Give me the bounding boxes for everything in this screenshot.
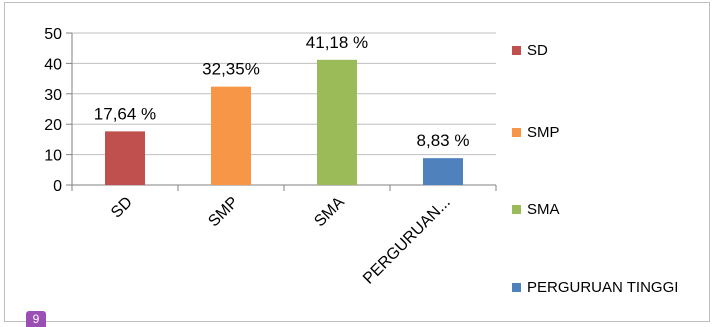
y-tick-label: 10 — [44, 148, 62, 165]
x-tick-label: SMP — [205, 194, 242, 231]
x-axis: SD SMP SMA PERGURUAN... — [71, 185, 497, 288]
bar-sma — [317, 59, 357, 185]
y-tick-label: 50 — [44, 26, 62, 43]
bar-sd — [105, 131, 145, 185]
legend-swatch — [512, 128, 521, 137]
data-label: 8,83 % — [417, 131, 470, 150]
data-label: 32,35% — [202, 60, 260, 79]
page-number-badge: 9 — [26, 311, 46, 327]
y-tick-label: 30 — [44, 87, 62, 104]
bars — [105, 59, 463, 185]
x-tick-label: SD — [108, 194, 136, 222]
data-label: 41,18 % — [306, 33, 368, 52]
legend-swatch — [512, 46, 521, 55]
bar-perguruan-tinggi — [423, 158, 463, 185]
x-tick-label: PERGURUAN... — [360, 194, 454, 288]
x-tick-label: SMA — [311, 194, 348, 231]
legend-label: SD — [527, 42, 548, 59]
legend-item-sma: SMA — [512, 201, 560, 218]
legend-swatch — [512, 205, 521, 214]
bar-smp — [211, 86, 251, 185]
legend-item-sd: SD — [512, 42, 548, 59]
legend-swatch — [512, 283, 521, 292]
legend-label: PERGURUAN TINGGI — [527, 279, 679, 296]
y-tick-label: 0 — [53, 178, 62, 195]
legend-label: SMA — [527, 201, 560, 218]
legend: SD SMP SMA PERGURUAN TINGGI — [512, 0, 712, 324]
y-axis: 0 10 20 30 40 50 — [44, 26, 73, 195]
legend-item-smp: SMP — [512, 124, 560, 141]
data-label: 17,64 % — [94, 104, 156, 123]
legend-label: SMP — [527, 124, 560, 141]
y-tick-label: 20 — [44, 117, 62, 134]
data-labels: 17,64 % 32,35% 41,18 % 8,83 % — [94, 33, 470, 150]
y-tick-label: 40 — [44, 56, 62, 73]
legend-item-perguruan-tinggi: PERGURUAN TINGGI — [512, 279, 678, 296]
